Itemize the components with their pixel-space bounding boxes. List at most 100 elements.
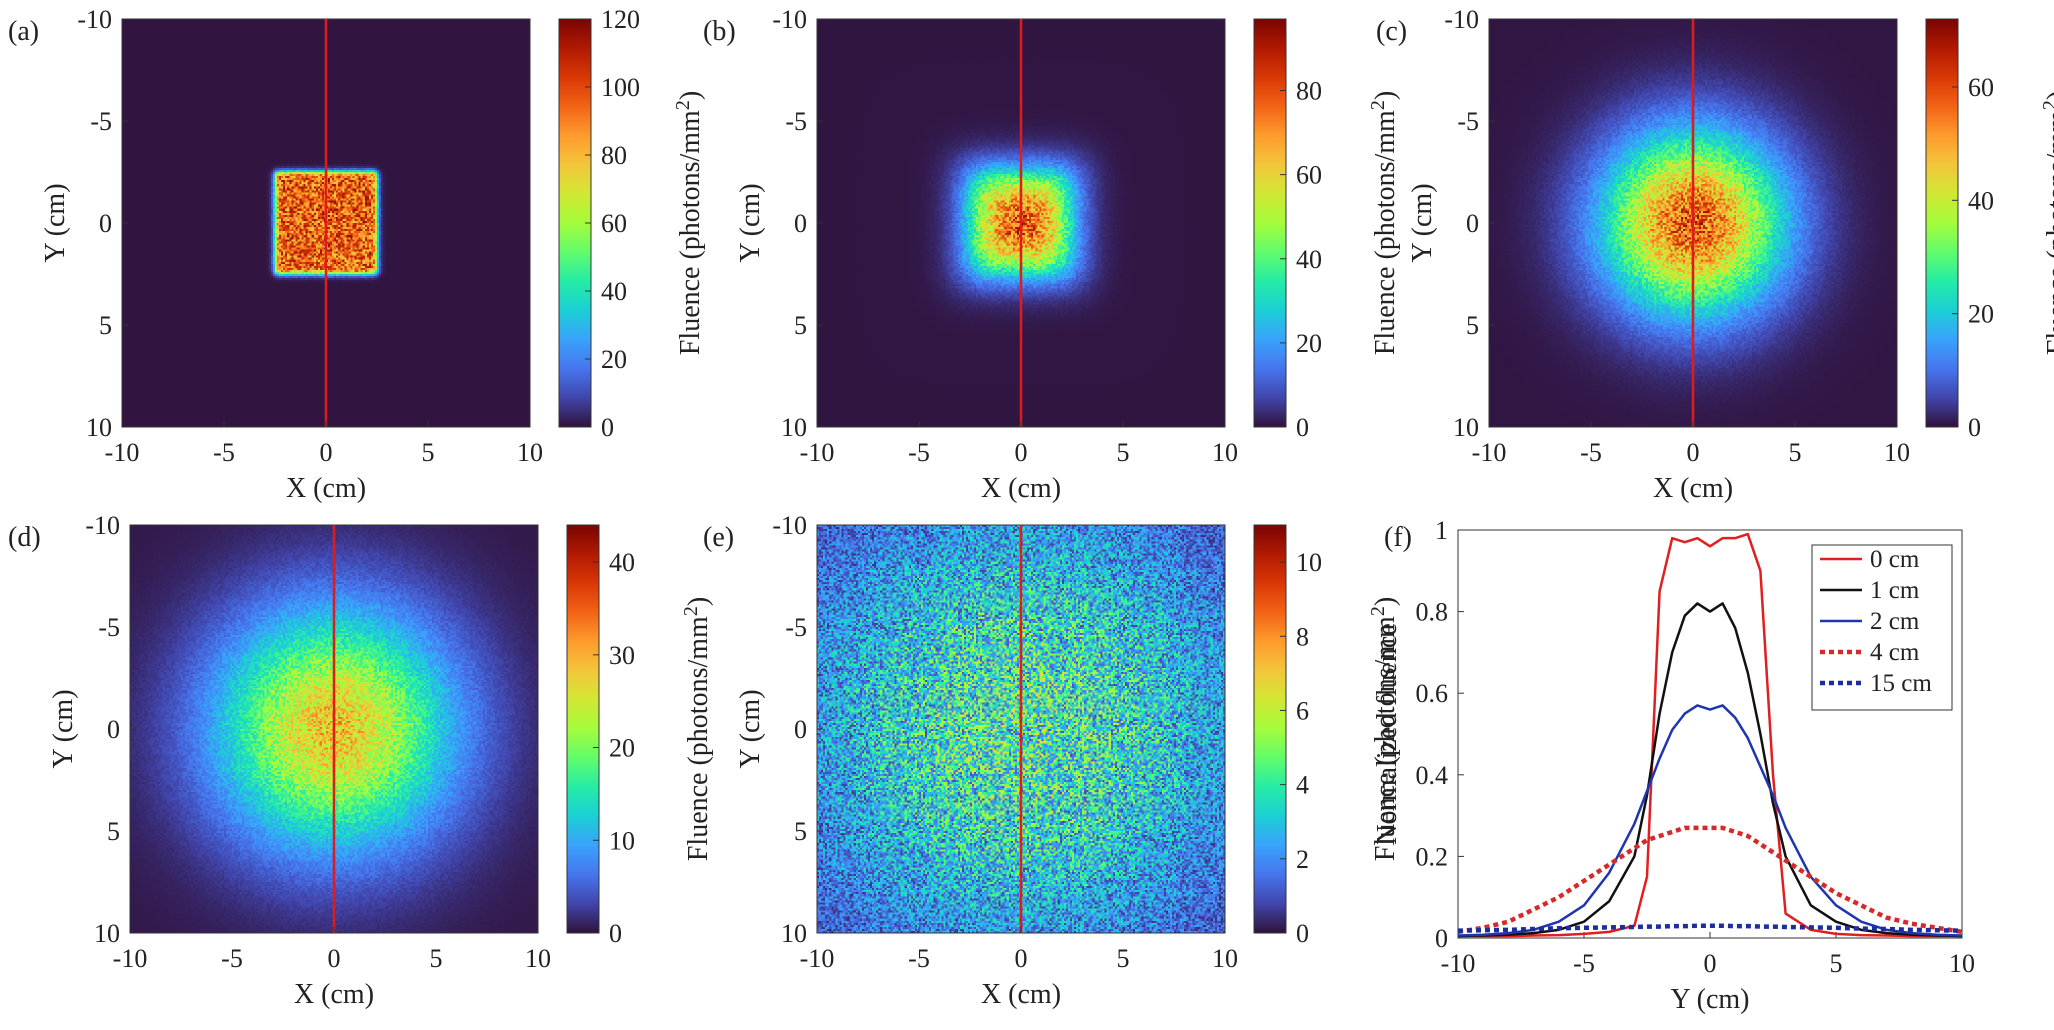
x-tick-label: 0 xyxy=(1015,438,1028,467)
colorbar-tick-label: 8 xyxy=(1296,622,1309,651)
colorbar-label: Fluence (photons/mm2) xyxy=(1367,597,1401,861)
colorbar-tick-label: 10 xyxy=(1296,548,1322,577)
series-line-0-cm xyxy=(1458,532,1962,938)
y-tick-label: 0.2 xyxy=(1416,842,1449,871)
legend-label: 4 cm xyxy=(1870,639,1920,666)
x-tick-label: 10 xyxy=(517,438,543,467)
panel-label: (d) xyxy=(8,522,41,553)
colorbar-tick-label: 40 xyxy=(601,277,627,306)
y-axis-label: Normalized fluence xyxy=(1372,623,1403,845)
y-tick-label: 5 xyxy=(794,817,807,846)
x-tick-label: -10 xyxy=(113,944,148,973)
x-axis-label: X (cm) xyxy=(981,979,1061,1010)
panel-label: (b) xyxy=(703,16,736,47)
legend-label: 15 cm xyxy=(1870,670,1932,697)
colorbar-tick-label: 20 xyxy=(1968,300,1994,329)
y-tick-label: -5 xyxy=(98,613,120,642)
y-tick-label: 0 xyxy=(1435,924,1448,953)
y-tick-label: 0 xyxy=(1466,209,1479,238)
colorbar-tick-label: 2 xyxy=(1296,845,1309,874)
y-tick-label: 10 xyxy=(781,413,807,442)
y-tick-label: -10 xyxy=(772,5,807,34)
legend-box xyxy=(1811,544,1953,711)
y-tick-label: 10 xyxy=(1453,413,1479,442)
x-tick-label: 10 xyxy=(525,944,551,973)
panel-label: (f) xyxy=(1384,522,1412,553)
legend-label: 2 cm xyxy=(1870,608,1920,635)
y-tick-label: 0 xyxy=(107,715,120,744)
panel-label: (a) xyxy=(8,16,39,47)
y-tick-label: -5 xyxy=(90,107,112,136)
x-tick-label: 5 xyxy=(1830,949,1843,978)
y-tick-label: -5 xyxy=(785,613,807,642)
colorbar-tick-label: 80 xyxy=(1296,77,1322,106)
colorbar-tick-label: 30 xyxy=(609,641,635,670)
x-tick-label: 5 xyxy=(430,944,443,973)
x-tick-label: -5 xyxy=(221,944,243,973)
panel-label: (c) xyxy=(1376,16,1407,47)
colorbar-tick-label: 0 xyxy=(1968,413,1981,442)
colorbar-tick-label: 20 xyxy=(601,345,627,374)
colorbar-tick-label: 20 xyxy=(1296,329,1322,358)
colorbar-tick-label: 10 xyxy=(609,826,635,855)
series-line-2-cm xyxy=(1457,704,1963,937)
y-tick-label: 0 xyxy=(794,715,807,744)
x-tick-label: 10 xyxy=(1212,438,1238,467)
y-tick-label: 1 xyxy=(1435,516,1448,545)
colorbar-label: Fluence (photons/mm2) xyxy=(680,597,714,861)
y-axis-label: Y (cm) xyxy=(735,183,766,262)
colorbar-tick-label: 6 xyxy=(1296,696,1309,725)
y-tick-label: 5 xyxy=(794,311,807,340)
colorbar-tick-label: 20 xyxy=(609,734,635,763)
y-tick-label: 10 xyxy=(94,919,120,948)
x-axis-label: X (cm) xyxy=(294,979,374,1010)
colorbar xyxy=(566,524,600,934)
x-tick-label: -5 xyxy=(1580,438,1602,467)
x-tick-label: -10 xyxy=(1441,949,1476,978)
x-tick-label: 10 xyxy=(1884,438,1910,467)
panel-label: (e) xyxy=(703,522,734,553)
y-axis-label: Y (cm) xyxy=(1407,183,1438,262)
x-tick-label: 5 xyxy=(1117,438,1130,467)
colorbar-tick-label: 80 xyxy=(601,141,627,170)
x-axis-label: X (cm) xyxy=(286,473,366,504)
series-line-15-cm xyxy=(1457,923,1963,933)
y-tick-label: 0.4 xyxy=(1416,761,1449,790)
colorbar-tick-label: 60 xyxy=(1296,161,1322,190)
y-tick-label: -5 xyxy=(785,107,807,136)
colorbar-tick-label: 60 xyxy=(601,209,627,238)
colorbar-label: Fluence (photons/mm2) xyxy=(1367,91,1401,355)
x-tick-label: -10 xyxy=(800,944,835,973)
y-tick-label: -5 xyxy=(1457,107,1479,136)
colorbar-tick-label: 40 xyxy=(1968,186,1994,215)
y-tick-label: -10 xyxy=(1444,5,1479,34)
x-tick-label: -5 xyxy=(1573,949,1595,978)
colorbar-tick-label: 100 xyxy=(601,73,640,102)
x-tick-label: 10 xyxy=(1949,949,1975,978)
x-tick-label: -5 xyxy=(908,944,930,973)
x-axis-label: Y (cm) xyxy=(1670,984,1749,1015)
x-axis-label: X (cm) xyxy=(981,473,1061,504)
colorbar-tick-label: 60 xyxy=(1968,73,1994,102)
colorbar xyxy=(1253,18,1287,428)
colorbar-tick-label: 120 xyxy=(601,5,640,34)
x-tick-label: 10 xyxy=(1212,944,1238,973)
x-tick-label: -5 xyxy=(213,438,235,467)
x-tick-label: -10 xyxy=(105,438,140,467)
colorbar-tick-label: 40 xyxy=(1296,245,1322,274)
colorbar-tick-label: 4 xyxy=(1296,771,1309,800)
y-tick-label: -10 xyxy=(85,511,120,540)
x-tick-label: -10 xyxy=(800,438,835,467)
x-tick-label: 0 xyxy=(1704,949,1717,978)
y-axis-label: Y (cm) xyxy=(48,689,79,768)
y-tick-label: 0.8 xyxy=(1416,598,1449,627)
colorbar xyxy=(1253,524,1287,934)
colorbar-tick-label: 40 xyxy=(609,548,635,577)
y-tick-label: -10 xyxy=(772,511,807,540)
